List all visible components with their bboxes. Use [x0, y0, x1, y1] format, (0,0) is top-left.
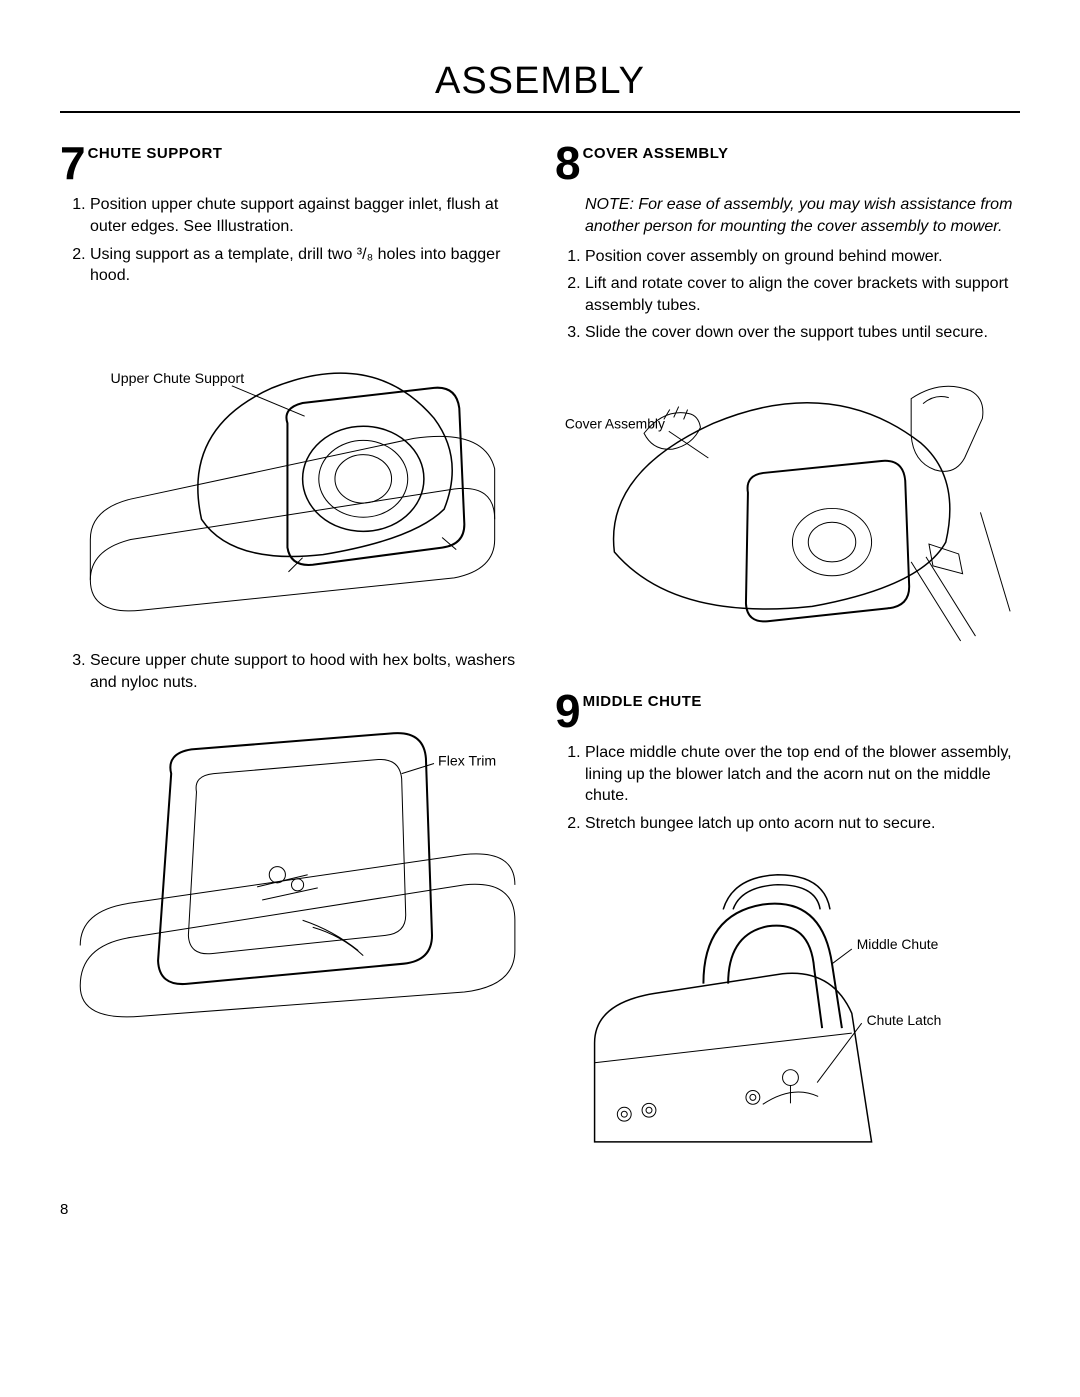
figure-label: Chute Latch: [867, 1012, 942, 1028]
page-number: 8: [60, 1201, 1020, 1218]
section-9-steps: Place middle chute over the top end of t…: [555, 742, 1020, 834]
section-9: 9 MIDDLE CHUTE Place middle chute over t…: [555, 691, 1020, 1152]
list-item: Position upper chute support against bag…: [90, 194, 525, 237]
section-8-number: 8: [555, 143, 581, 184]
section-8-steps: Position cover assembly on ground behind…: [555, 246, 1020, 344]
section-8-note: NOTE: For ease of assembly, you may wish…: [585, 194, 1020, 237]
figure-label: Upper Chute Support: [111, 370, 245, 386]
figure-upper-chute-support: Upper Chute Support: [60, 307, 525, 630]
list-item: Position cover assembly on ground behind…: [585, 246, 1020, 268]
figure-middle-chute: Middle Chute Chute Latch: [555, 855, 1020, 1152]
section-7-number: 7: [60, 143, 86, 184]
section-7: 7 CHUTE SUPPORT Position upper chute sup…: [60, 143, 525, 1037]
list-item: Lift and rotate cover to align the cover…: [585, 273, 1020, 316]
figure-label: Flex Trim: [438, 753, 496, 769]
section-9-title: MIDDLE CHUTE: [583, 691, 702, 710]
right-column: 8 COVER ASSEMBLY NOTE: For ease of assem…: [555, 143, 1020, 1181]
section-7-steps-b: Secure upper chute support to hood with …: [60, 650, 525, 693]
figure-flex-trim: Flex Trim: [60, 713, 525, 1036]
figure-cover-assembly: Cover Assembly: [555, 364, 1020, 661]
flex-trim-illustration: Flex Trim: [60, 713, 525, 1036]
list-item: Secure upper chute support to hood with …: [90, 650, 525, 693]
cover-assembly-illustration: Cover Assembly: [555, 364, 1020, 661]
figure-label: Cover Assembly: [565, 415, 665, 431]
section-7-title: CHUTE SUPPORT: [88, 143, 223, 162]
section-8: 8 COVER ASSEMBLY NOTE: For ease of assem…: [555, 143, 1020, 661]
list-item: Place middle chute over the top end of t…: [585, 742, 1020, 807]
list-item: Using support as a template, drill two ³…: [90, 244, 525, 287]
upper-chute-support-illustration: Upper Chute Support: [60, 307, 525, 630]
list-item: Slide the cover down over the support tu…: [585, 322, 1020, 344]
left-column: 7 CHUTE SUPPORT Position upper chute sup…: [60, 143, 525, 1181]
section-7-steps-a: Position upper chute support against bag…: [60, 194, 525, 286]
section-8-title: COVER ASSEMBLY: [583, 143, 729, 162]
page-title: ASSEMBLY: [60, 60, 1020, 113]
list-item: Stretch bungee latch up onto acorn nut t…: [585, 813, 1020, 835]
middle-chute-illustration: Middle Chute Chute Latch: [555, 855, 1020, 1152]
section-9-number: 9: [555, 691, 581, 732]
content-columns: 7 CHUTE SUPPORT Position upper chute sup…: [60, 143, 1020, 1181]
figure-label: Middle Chute: [857, 936, 939, 952]
